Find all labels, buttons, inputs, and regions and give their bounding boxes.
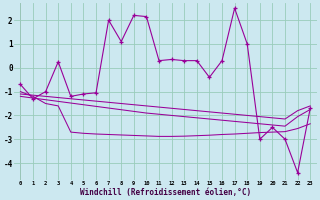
X-axis label: Windchill (Refroidissement éolien,°C): Windchill (Refroidissement éolien,°C) <box>80 188 251 197</box>
